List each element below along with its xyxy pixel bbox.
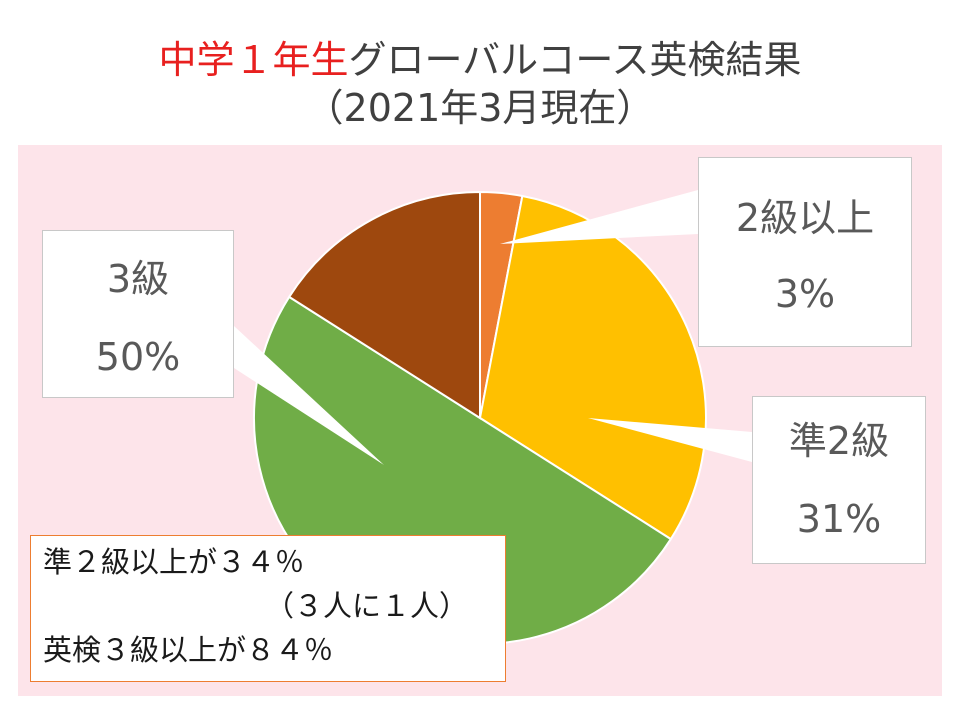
chart-subtitle: （2021年3月現在） — [305, 86, 655, 130]
callout-pre2kyu-label: 準2級 — [788, 419, 890, 463]
summary-note-line3: 英検３級以上が８４％ — [43, 633, 334, 667]
callout-pointer-3kyu — [234, 326, 384, 465]
callout-pointer-2kyu-above — [500, 190, 698, 244]
callout-3kyu: 3級 50% — [42, 230, 234, 398]
callout-2kyu-above-percent: 3% — [774, 272, 836, 316]
callout-3kyu-label: 3級 — [106, 257, 170, 301]
callout-pointer-pre2kyu — [588, 418, 752, 462]
summary-note-line1: 準２級以上が３４％ — [43, 545, 305, 579]
chart-title-main: グローバルコース英検結果 — [348, 38, 802, 82]
pie-slice-3 — [287, 190, 481, 420]
callout-pre2kyu: 準2級 31% — [752, 396, 926, 564]
chart-title: 中学１年生グローバルコース英検結果 — [0, 38, 960, 82]
callout-2kyu-above: 2級以上 3% — [698, 157, 912, 347]
summary-note: 準２級以上が３４％ （３人に１人） 英検３級以上が８４％ — [30, 535, 506, 682]
callout-3kyu-percent: 50% — [95, 335, 181, 379]
chart-title-accent: 中学１年生 — [158, 38, 349, 82]
callout-pre2kyu-percent: 31% — [796, 497, 882, 541]
callout-2kyu-above-label: 2級以上 — [735, 196, 875, 240]
summary-note-line2: （３人に１人） — [265, 589, 469, 623]
